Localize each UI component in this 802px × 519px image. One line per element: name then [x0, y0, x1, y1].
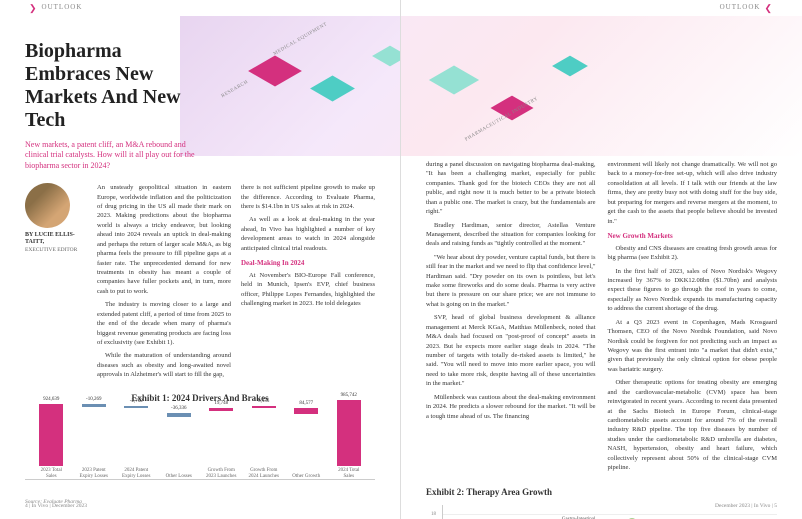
bar-label: 2023 Total Sales: [35, 468, 67, 479]
author-byline: BY LUCIE ELLIS-TAITT,: [25, 232, 87, 246]
bar: -10,269: [82, 404, 106, 407]
bar-value: -36,336: [171, 405, 186, 412]
section-head-growth: New Growth Markets: [608, 232, 778, 242]
outlook-label: OUTLOOK: [42, 3, 83, 13]
body-para: "We hear about dry powder, venture capit…: [426, 253, 596, 310]
outlook-label: OUTLOOK: [720, 3, 761, 13]
bar-value: 6,135: [258, 398, 269, 405]
author-block: BY LUCIE ELLIS-TAITT, EXECUTIVE EDITOR: [25, 183, 87, 383]
exhibit2-chart: 4681012141618-50510OncologyCentral Nervo…: [442, 505, 777, 519]
page-left: ❯ OUTLOOK MEDICAL EQUIPMENT RESEARCH PRO…: [0, 0, 401, 519]
body-para: SVP, head of global business development…: [426, 313, 596, 388]
bar-group: -10,269 2023 Patent Expiry Losses: [78, 404, 110, 479]
body-para: At a Q3 2023 event in Copenhagen, Mads K…: [608, 318, 778, 375]
bar-group: 19,748 Growth From 2023 Launches: [205, 408, 237, 479]
body-col2: there is not sufficient pipeline growth …: [241, 183, 375, 383]
body-para: during a panel discussion on navigating …: [426, 160, 596, 217]
bar-value: -10,269: [86, 396, 101, 403]
body-para: there is not sufficient pipeline growth …: [241, 183, 375, 211]
bar-value: 19,748: [214, 400, 228, 407]
hero-illustration-right: PHARMACEUTICAL INDUSTRY: [401, 16, 802, 156]
body-col1: An unsteady geopolitical situation in ea…: [97, 183, 231, 383]
bar-value: 924,639: [43, 396, 59, 403]
bar-value: 985,742: [341, 392, 357, 399]
body-para: In the first half of 2023, sales of Novo…: [608, 267, 778, 314]
body-right-col1: during a panel discussion on navigating …: [426, 160, 596, 476]
exhibit1-source: Source: Evaluate Pharma: [25, 499, 375, 507]
body-para: Obesity and CNS diseases are creating fr…: [608, 244, 778, 263]
exhibit2-title: Exhibit 2: Therapy Area Growth: [426, 486, 777, 499]
gridline: [443, 514, 777, 515]
arrow-icon: ❯: [29, 2, 38, 15]
bar-value: 84,577: [299, 400, 313, 407]
bar-value: -2,752: [130, 398, 143, 405]
bar-label: Growth From 2023 Launches: [205, 468, 237, 479]
arrow-icon: ❮: [764, 2, 773, 15]
subtitle: New markets, a patent cliff, an M&A rebo…: [25, 140, 195, 171]
bar-label: 2024 Patent Expiry Losses: [120, 468, 152, 479]
body-para: Müllenbeck was cautious about the deal-m…: [426, 393, 596, 421]
bar-label: Other Losses: [166, 474, 192, 480]
author-photo: [25, 183, 70, 228]
body-para: As well as a look at deal-making in the …: [241, 215, 375, 253]
bar: 19,748: [209, 408, 233, 411]
body-para: At November's BIO-Europe Fall conference…: [241, 271, 375, 309]
body-para: An unsteady geopolitical situation in ea…: [97, 183, 231, 296]
bar: 924,639: [39, 404, 63, 466]
bar-group: -2,752 2024 Patent Expiry Losses: [120, 406, 152, 479]
outlook-bar-right: OUTLOOK ❮: [401, 0, 802, 16]
body-para: While the maturation of understanding ar…: [97, 351, 231, 379]
bar: 985,742: [337, 400, 361, 466]
bar-group: 985,742 2024 Total Sales: [333, 400, 365, 479]
exhibit1-title: Exhibit 1: 2024 Drivers And Brakes: [25, 392, 375, 405]
bar-label: Other Growth: [292, 474, 320, 480]
body-para: The industry is moving closer to a large…: [97, 300, 231, 347]
page-right: OUTLOOK ❮ PHARMACEUTICAL INDUSTRY during…: [401, 0, 802, 519]
iso-block: [552, 56, 588, 77]
main-content-right: during a panel discussion on navigating …: [426, 160, 777, 519]
outlook-bar-left: ❯ OUTLOOK: [0, 0, 400, 16]
iso-block: [429, 66, 479, 95]
headline: Biopharma Embraces New Markets And New T…: [25, 40, 195, 132]
bar-group: 6,135 Growth From 2024 Launches: [248, 406, 280, 479]
bar-group: -36,336 Other Losses: [163, 413, 195, 480]
author-role: EXECUTIVE EDITOR: [25, 247, 87, 255]
bar-group: 924,639 2023 Total Sales: [35, 404, 67, 479]
body-para: environment will likely not change drama…: [608, 160, 778, 226]
bar-label: 2023 Patent Expiry Losses: [78, 468, 110, 479]
bar: -2,752: [124, 406, 148, 408]
bar-label: 2024 Total Sales: [333, 468, 365, 479]
main-content: Biopharma Embraces New Markets And New T…: [25, 40, 375, 507]
exhibit1-chart: 924,6392023 Total Sales-10,2692023 Paten…: [25, 410, 375, 495]
bar-group: 84,577 Other Growth: [290, 408, 322, 480]
y-tick: 18: [431, 511, 436, 518]
body-para: Bradley Hardiman, senior director, Astel…: [426, 221, 596, 249]
body-para: Other therapeutic options for treating o…: [608, 378, 778, 472]
bar-label: Growth From 2024 Launches: [248, 468, 280, 479]
section-head-dealmaking: Deal-Making In 2024: [241, 259, 375, 269]
bar: -36,336: [167, 413, 191, 417]
body-right-col2: environment will likely not change drama…: [608, 160, 778, 476]
bar: 6,135: [252, 406, 276, 408]
bar: 84,577: [294, 408, 318, 414]
iso-block: [372, 46, 401, 67]
